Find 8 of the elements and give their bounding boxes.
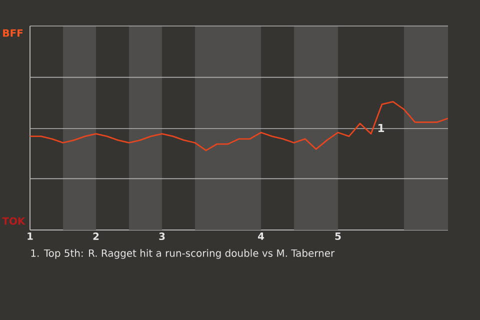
x-tick-label: 4 — [258, 232, 264, 240]
text: BFF — [3, 29, 23, 37]
x-tick-label: 3 — [159, 232, 165, 240]
x-tick-label: 5 — [335, 232, 341, 240]
text: 1. Top 5th: R. Ragget hit a run-scoring double vs M. Taberner — [31, 249, 335, 259]
text: TOK — [2, 217, 26, 225]
x-tick-label: 2 — [93, 232, 99, 240]
x-tick-label: 1 — [28, 232, 33, 240]
